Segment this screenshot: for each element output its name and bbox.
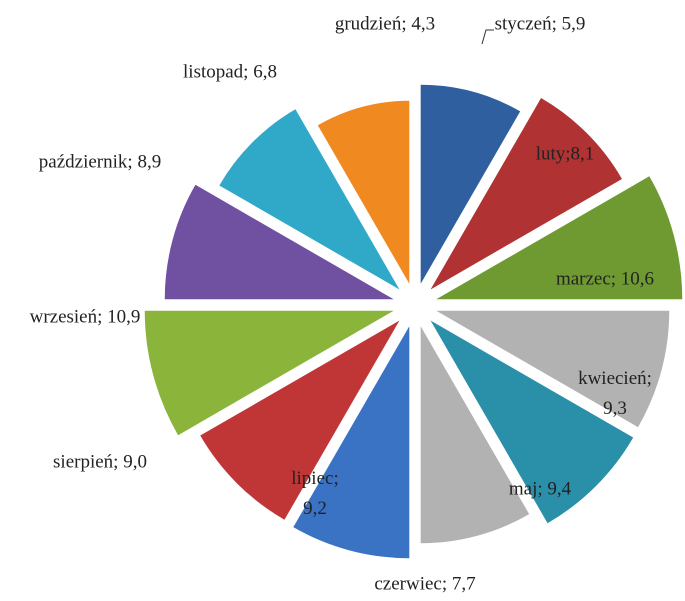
data-label: marzec; 10,6 xyxy=(556,268,654,289)
data-label: luty;8,1 xyxy=(536,143,595,164)
data-label: maj; 9,4 xyxy=(509,478,572,499)
data-label: sierpień; 9,0 xyxy=(53,451,147,472)
label-line: 9,2 xyxy=(303,498,327,519)
data-label: lipiec; 9,2 xyxy=(291,468,338,519)
label-line: 9,3 xyxy=(603,398,627,419)
slice xyxy=(436,176,683,300)
slice xyxy=(164,184,394,300)
leader-line xyxy=(481,29,494,45)
data-label: wrzesień; 10,9 xyxy=(30,306,141,327)
label-line: kwiecień; xyxy=(578,368,652,389)
slice xyxy=(436,310,670,428)
data-label: grudzień; 4,3 xyxy=(335,13,435,34)
slice xyxy=(200,320,400,520)
slice xyxy=(430,320,634,524)
slice xyxy=(420,84,521,284)
slice xyxy=(219,109,400,290)
slice xyxy=(420,326,530,544)
data-label: październik; 8,9 xyxy=(39,151,161,172)
slice xyxy=(430,98,622,290)
slice xyxy=(293,326,410,559)
slice xyxy=(317,100,410,284)
label-line: lipiec; xyxy=(291,468,338,489)
data-label: czerwiec; 7,7 xyxy=(374,573,475,594)
data-label: styczeń; 5,9 xyxy=(495,13,586,34)
slice xyxy=(144,310,394,436)
data-label: listopad; 6,8 xyxy=(183,61,277,82)
data-label: kwiecień; 9,3 xyxy=(578,368,652,419)
